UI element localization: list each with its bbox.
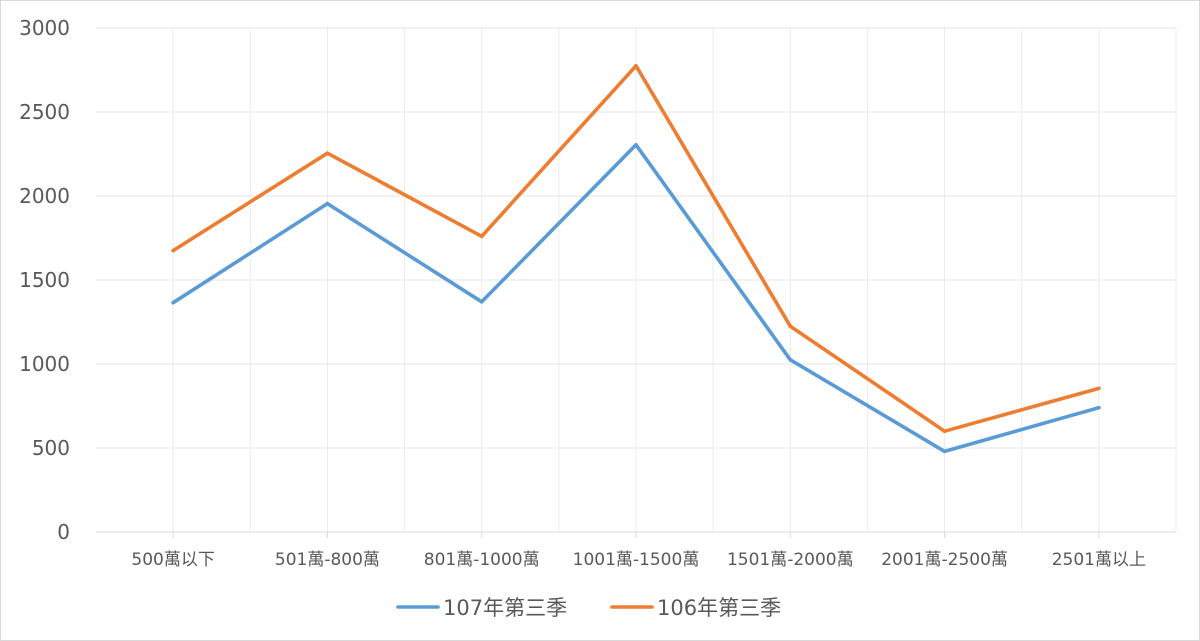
x-tick-label: 500萬以下 (131, 550, 214, 570)
y-tick-label: 1500 (19, 268, 70, 292)
data-point (788, 324, 793, 329)
data-point (479, 234, 484, 239)
y-tick-label: 3000 (19, 16, 70, 40)
data-point (942, 449, 947, 454)
grid (96, 27, 1177, 533)
x-tick-label: 501萬-800萬 (275, 550, 380, 570)
data-point (325, 201, 330, 206)
data-point (171, 248, 175, 253)
data-point (634, 142, 638, 147)
series-lines (171, 64, 1101, 454)
x-tick-label: 1501萬-2000萬 (727, 550, 854, 570)
y-tick-label: 500 (32, 436, 70, 460)
data-point (788, 358, 793, 362)
data-point (1097, 405, 1101, 410)
y-tick-label: 2500 (19, 100, 70, 124)
x-tick-label: 801萬-1000萬 (424, 550, 540, 570)
data-point (479, 300, 484, 304)
x-tick-label: 2001萬-2500萬 (881, 550, 1008, 570)
data-point (942, 429, 947, 434)
data-point (325, 151, 330, 155)
x-tick-label: 2501萬以上 (1052, 550, 1146, 570)
legend-label: 106年第三季 (657, 596, 781, 620)
data-point (1097, 386, 1101, 391)
data-point (634, 64, 638, 68)
legend-label: 107年第三季 (443, 596, 567, 620)
x-tick-label: 1001萬-1500萬 (573, 550, 700, 570)
y-axis: 0 500 1000 1500 2000 2500 3000 (19, 16, 70, 544)
data-point (171, 300, 175, 305)
y-tick-label: 0 (57, 520, 70, 544)
legend: 107年第三季 106年第三季 (396, 596, 781, 620)
y-tick-label: 1000 (19, 352, 70, 376)
x-axis: 500萬以下 501萬-800萬 801萬-1000萬 1001萬-1500萬 1501… (131, 532, 1146, 570)
y-tick-label: 2000 (19, 184, 70, 208)
